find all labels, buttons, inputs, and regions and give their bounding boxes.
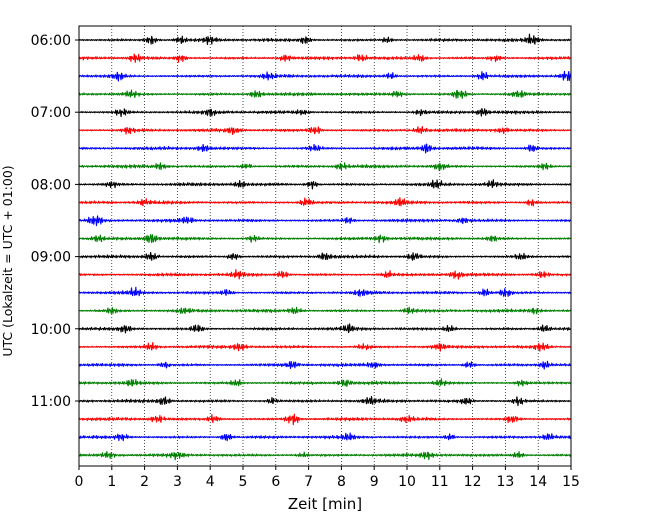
trace-row-13: [78, 269, 572, 280]
trace-row-23: [78, 450, 572, 461]
y-tick-label: 08:00: [31, 177, 71, 193]
x-tick-label: 0: [75, 474, 84, 490]
trace-row-9: [78, 197, 572, 207]
y-axis-label: UTC (Lokalzeit = UTC + 01:00): [0, 165, 15, 356]
trace-row-1: [78, 53, 572, 63]
x-tick-label: 10: [398, 474, 416, 490]
trace-row-20: [78, 395, 572, 407]
y-tick-label: 11:00: [31, 394, 71, 410]
trace-row-18: [78, 360, 572, 370]
trace-row-22: [78, 432, 572, 442]
y-tick-label: 07:00: [31, 105, 71, 121]
trace-row-7: [78, 162, 572, 172]
plot-frame: [78, 25, 572, 467]
trace-row-4: [78, 107, 572, 118]
y-tick-label: 09:00: [31, 250, 71, 266]
trace-row-6: [78, 143, 572, 154]
x-tick-label: 13: [496, 474, 514, 490]
x-tick-label: 3: [173, 474, 182, 490]
x-axis-ticks: 0 1 2 3 4 5 6 7 8 9 10 11 12 13 14 15: [75, 466, 580, 490]
x-tick-label: 6: [271, 474, 280, 490]
x-tick-label: 7: [304, 474, 313, 490]
trace-row-16: [78, 323, 572, 334]
x-tick-label: 15: [562, 474, 580, 490]
x-tick-label: 1: [107, 474, 116, 490]
trace-row-19: [78, 378, 572, 387]
traces: [78, 33, 572, 461]
trace-row-3: [78, 89, 572, 99]
trace-row-11: [78, 234, 572, 244]
trace-row-12: [78, 251, 572, 261]
x-tick-label: 14: [529, 474, 547, 490]
trace-row-0: [78, 33, 572, 46]
y-tick-label: 06:00: [31, 33, 71, 49]
trace-row-21: [78, 413, 572, 426]
trace-row-17: [78, 341, 572, 352]
y-tick-label: 10:00: [31, 322, 71, 338]
trace-row-2: [78, 70, 572, 82]
x-axis-label: Zeit [min]: [288, 495, 362, 513]
grid-lines: [111, 26, 539, 466]
x-tick-label: 5: [239, 474, 248, 490]
x-tick-label: 2: [140, 474, 149, 490]
trace-row-14: [78, 286, 572, 297]
trace-row-15: [78, 306, 572, 315]
x-tick-label: 4: [206, 474, 215, 490]
x-tick-label: 12: [464, 474, 482, 490]
x-tick-label: 11: [431, 474, 449, 490]
y-axis-ticks: 06:00 07:00 08:00 09:00 10:00 11:00: [31, 33, 79, 410]
x-tick-label: 8: [337, 474, 346, 490]
trace-row-10: [78, 215, 572, 227]
trace-row-8: [78, 179, 572, 190]
x-tick-label: 9: [370, 474, 379, 490]
trace-row-5: [78, 125, 572, 136]
